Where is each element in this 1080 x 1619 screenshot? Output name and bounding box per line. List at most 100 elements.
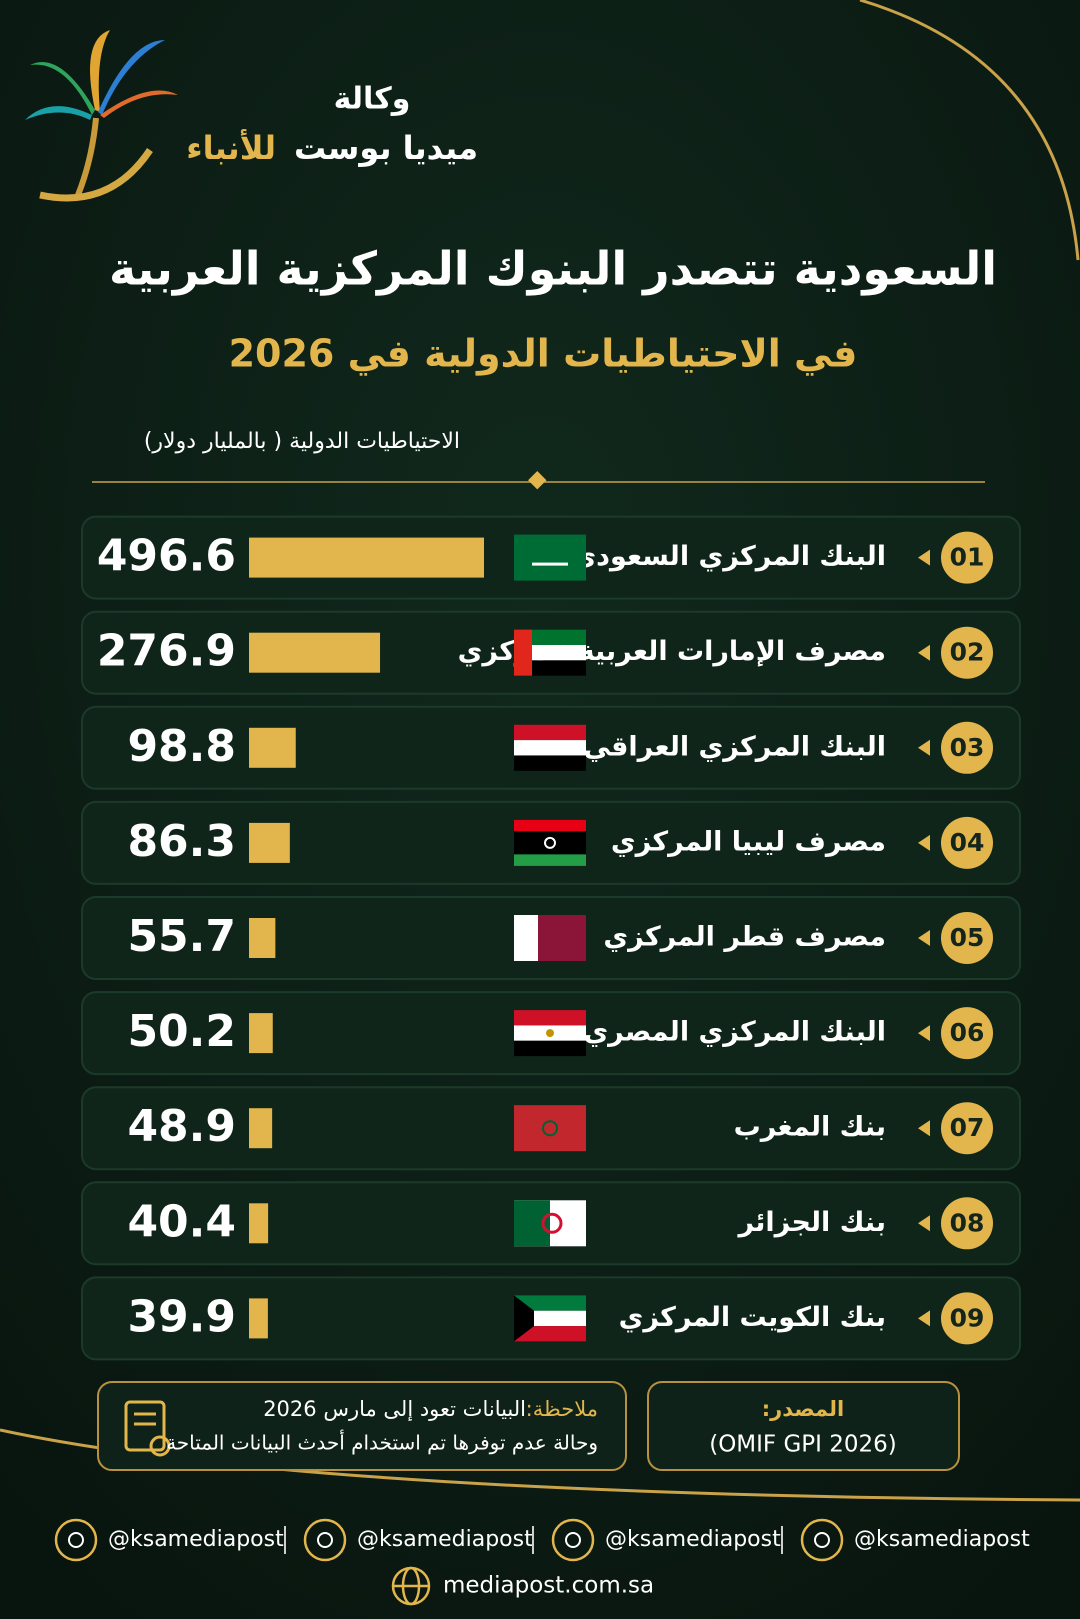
bar bbox=[249, 1298, 268, 1339]
social-icon bbox=[54, 1518, 98, 1562]
flag-part bbox=[514, 740, 586, 756]
bar bbox=[249, 727, 296, 768]
bar bbox=[249, 537, 484, 578]
flag-part bbox=[514, 755, 586, 771]
flag-part bbox=[546, 1029, 554, 1038]
pointer bbox=[918, 1025, 930, 1042]
note-text: البيانات تعود إلى مارس 2026 bbox=[263, 1397, 526, 1422]
rank-badge bbox=[941, 1007, 993, 1060]
bar bbox=[249, 1203, 269, 1244]
value-label: 40.4 bbox=[127, 1196, 236, 1247]
rank: 09 bbox=[950, 1303, 985, 1332]
flag-part bbox=[514, 1105, 586, 1152]
chart-subtitle: في الاحتياطيات الدولية في 2026 bbox=[229, 332, 858, 377]
rank-badge bbox=[941, 721, 993, 774]
pointer bbox=[918, 834, 930, 851]
social-handle: @ksamediapost bbox=[605, 1527, 781, 1552]
category-label: بنك الجزائر bbox=[736, 1207, 886, 1238]
bar bbox=[249, 1013, 273, 1054]
rank-badge bbox=[941, 1102, 993, 1155]
social-glyph bbox=[814, 1532, 830, 1548]
brand-name-accent: للأنباء bbox=[186, 128, 276, 167]
bar bbox=[249, 1108, 273, 1149]
leaf bbox=[30, 62, 95, 115]
value-label: 98.8 bbox=[127, 721, 236, 772]
chart-title: السعودية تتصدر البنوك المركزية العربية bbox=[109, 242, 997, 296]
rank: 03 bbox=[950, 733, 985, 762]
arc bbox=[39, 148, 153, 202]
value-label: 86.3 bbox=[127, 816, 236, 867]
rank-badge bbox=[941, 626, 993, 679]
flag-part bbox=[514, 1326, 586, 1342]
brand-line: وكالة bbox=[334, 82, 411, 117]
source-box bbox=[647, 1381, 960, 1471]
flag-part bbox=[514, 854, 586, 866]
social-handle: @ksamediapost bbox=[108, 1527, 284, 1552]
social-handle: @ksamediapost bbox=[854, 1527, 1030, 1552]
website: mediapost.com.sa bbox=[443, 1573, 654, 1599]
pointer bbox=[918, 1310, 930, 1327]
pointer bbox=[918, 549, 930, 566]
bar bbox=[249, 918, 276, 958]
value-label: 55.7 bbox=[127, 911, 236, 962]
category-label: البنك المركزي المصري bbox=[583, 1017, 886, 1048]
brand-name: ميديا بوست bbox=[294, 129, 478, 167]
icon-part bbox=[124, 1400, 166, 1452]
rank: 02 bbox=[950, 638, 985, 667]
social-icon bbox=[551, 1518, 595, 1562]
rank: 06 bbox=[950, 1018, 985, 1047]
flag-part bbox=[514, 1295, 534, 1342]
flag bbox=[514, 819, 586, 866]
category-label: بنك المغرب bbox=[734, 1112, 886, 1143]
rank-badge bbox=[941, 816, 993, 869]
rank: 08 bbox=[950, 1208, 985, 1237]
value-label: 39.9 bbox=[127, 1291, 236, 1342]
leaf bbox=[98, 40, 165, 115]
rank: 07 bbox=[950, 1113, 985, 1142]
category-label: البنك المركزي السعودي bbox=[571, 541, 886, 572]
flag-part bbox=[514, 1295, 586, 1311]
rank: 01 bbox=[950, 543, 985, 572]
flag bbox=[514, 1105, 586, 1152]
leaf bbox=[25, 106, 92, 120]
pointer bbox=[918, 930, 930, 946]
flag-part bbox=[542, 1120, 558, 1137]
flag-part bbox=[514, 534, 586, 581]
value-label: 48.9 bbox=[127, 1101, 236, 1152]
rank-badge bbox=[941, 912, 993, 964]
category-label: مصرف ليبيا المركزي bbox=[611, 826, 886, 857]
flag bbox=[514, 1200, 586, 1247]
rank-badge bbox=[941, 531, 993, 584]
flag-part bbox=[514, 819, 586, 832]
globe-icon bbox=[391, 1566, 431, 1606]
bar bbox=[249, 822, 290, 863]
value-label: 50.2 bbox=[127, 1006, 236, 1057]
flag bbox=[514, 534, 586, 581]
social-icon bbox=[303, 1518, 347, 1562]
flag-part bbox=[514, 831, 586, 855]
rank: 04 bbox=[950, 828, 985, 857]
rank: 05 bbox=[950, 923, 985, 952]
flag-part bbox=[514, 1010, 586, 1026]
leaf bbox=[100, 90, 178, 118]
source-text: (OMIF GPI 2026) bbox=[709, 1432, 897, 1458]
flag-part bbox=[514, 1200, 550, 1247]
divider-diamond bbox=[528, 471, 547, 490]
rank-badge bbox=[941, 1197, 993, 1250]
pointer bbox=[918, 1215, 930, 1232]
flag-part bbox=[514, 629, 532, 676]
note-icon bbox=[124, 1400, 171, 1457]
flag-part bbox=[532, 562, 568, 566]
social-icon bbox=[800, 1518, 844, 1562]
flag bbox=[514, 724, 586, 771]
category-label: البنك المركزي العراقي bbox=[583, 731, 886, 762]
flag bbox=[514, 1295, 586, 1342]
flag bbox=[514, 1010, 586, 1057]
social-glyph bbox=[565, 1532, 581, 1548]
flag bbox=[514, 915, 586, 961]
source-label: المصدر: bbox=[762, 1397, 844, 1421]
note-box bbox=[97, 1381, 627, 1471]
